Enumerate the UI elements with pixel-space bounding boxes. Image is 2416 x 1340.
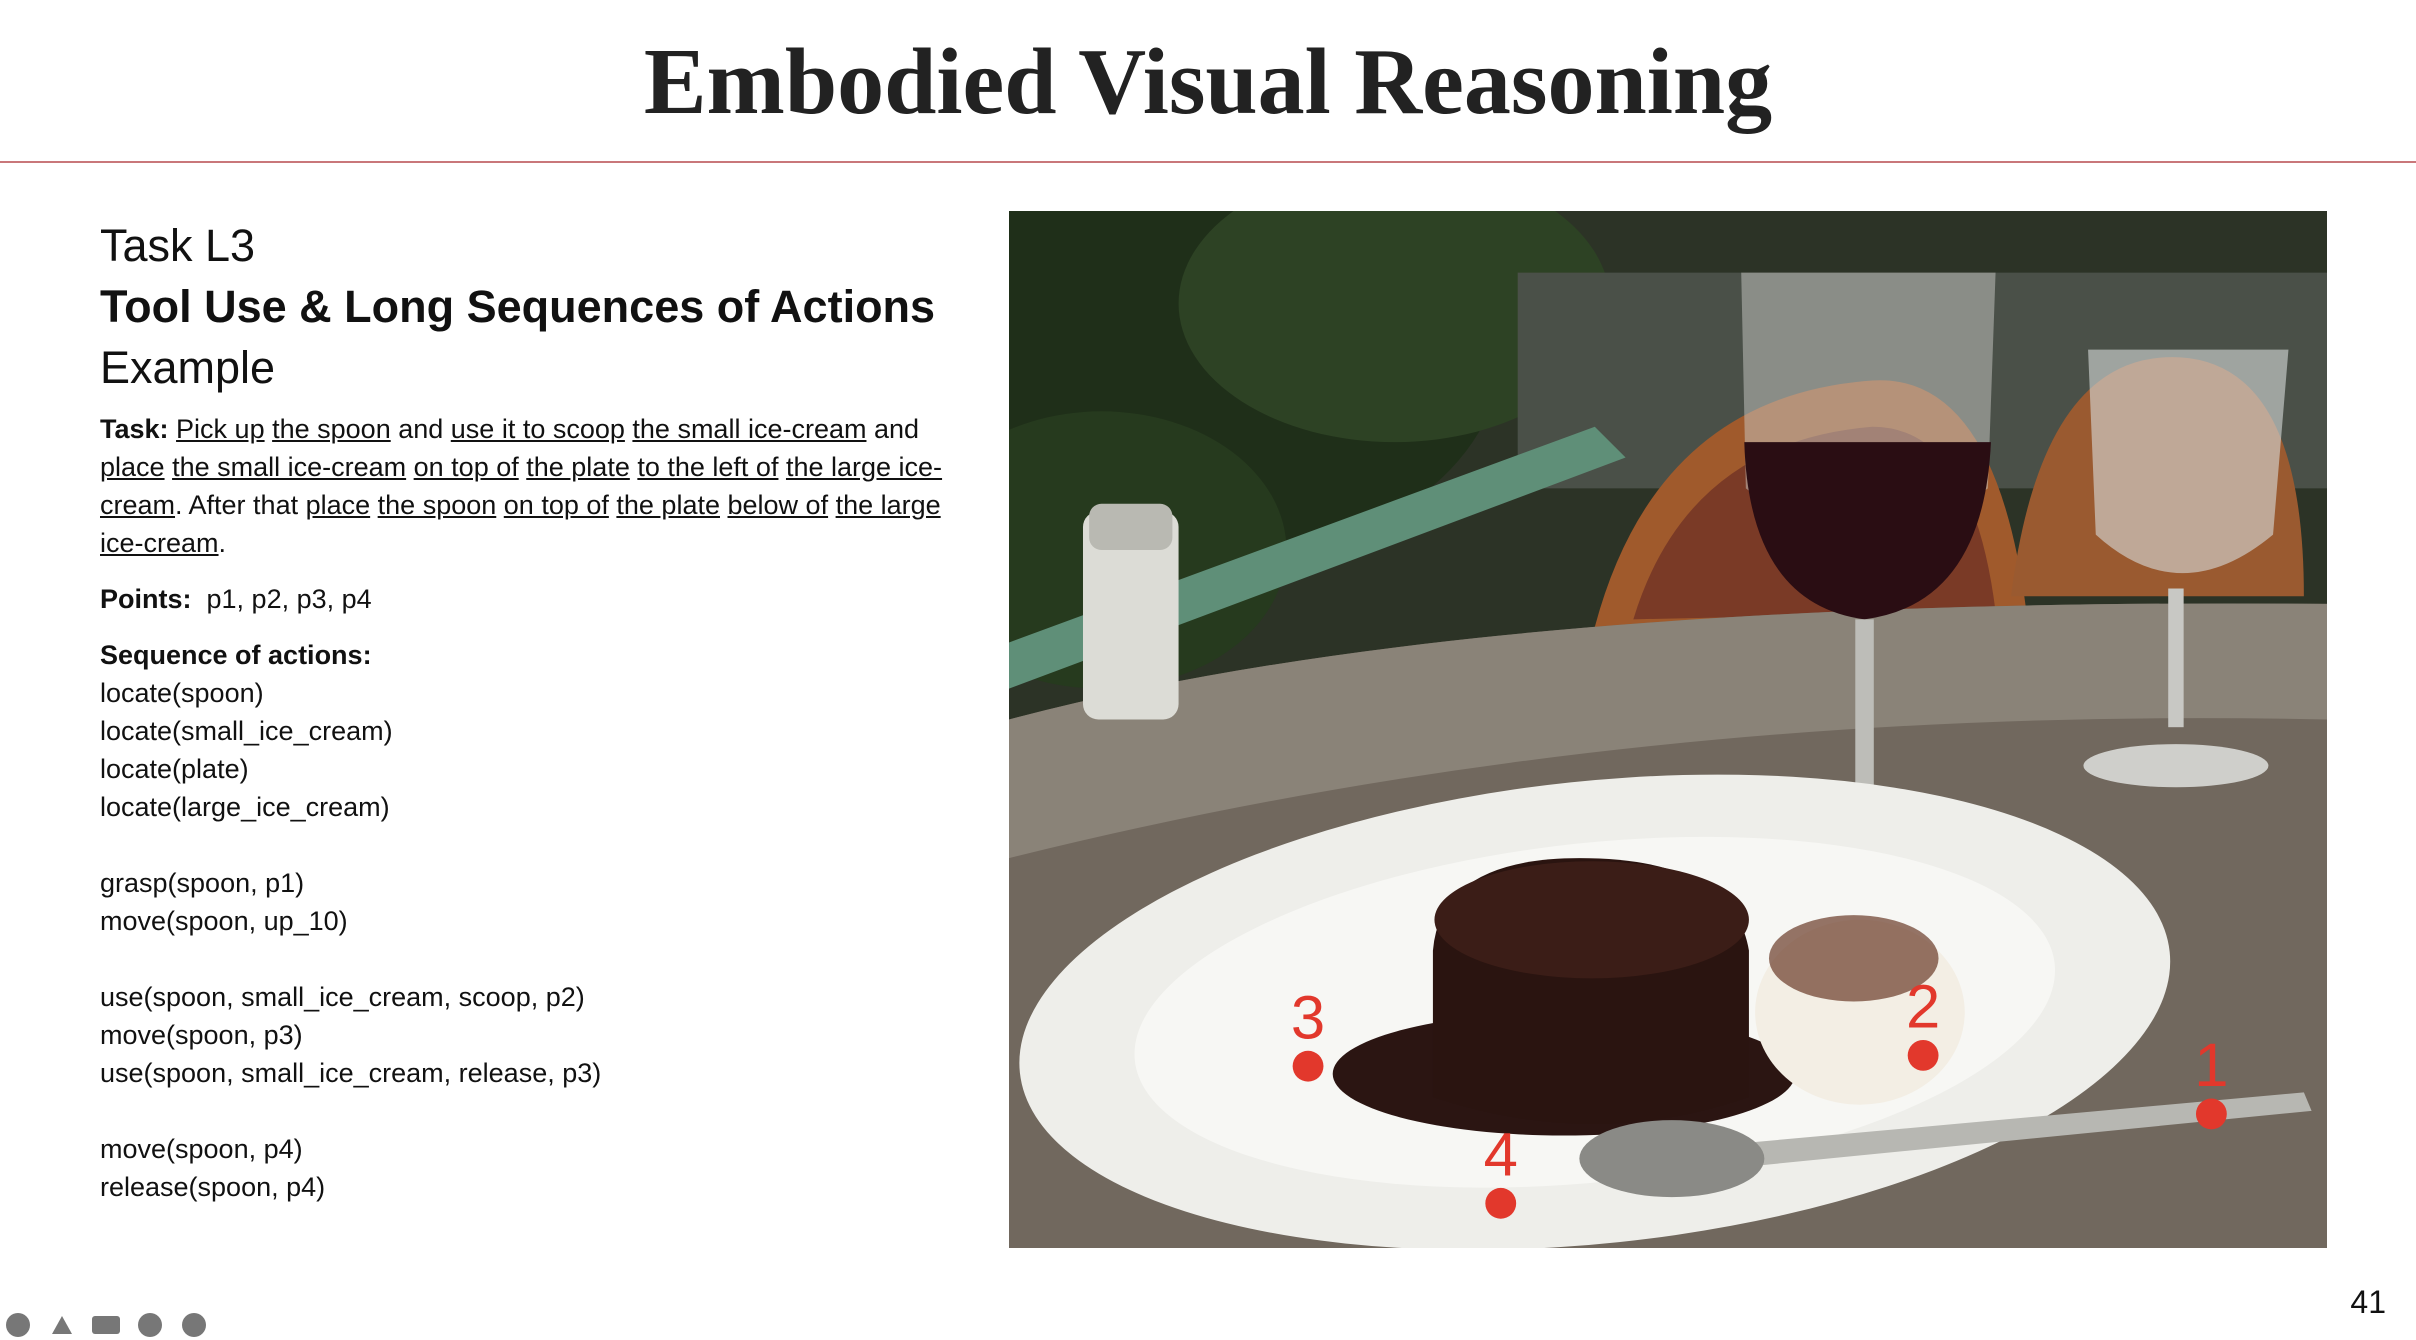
task-phrase: use it to scoop (450, 414, 625, 444)
task-phrase: the small ice-cream (632, 414, 867, 444)
action-line: locate(plate) (100, 754, 249, 784)
task-phrase: place (305, 490, 371, 520)
task-text (828, 490, 836, 520)
slide-title: Embodied Visual Reasoning (643, 30, 1773, 134)
points-line: Points: p1, p2, p3, p4 (100, 580, 980, 618)
action-group: grasp(spoon, p1) move(spoon, up_10) (100, 864, 980, 940)
sequence-label: Sequence of actions: (100, 640, 372, 670)
action-line: grasp(spoon, p1) (100, 868, 305, 898)
page-number: 41 (2350, 1284, 2386, 1320)
action-line: release(spoon, p4) (100, 1172, 326, 1202)
task-phrase: below of (727, 490, 829, 520)
sequence: Sequence of actions: locate(spoon) locate… (100, 636, 980, 1206)
task-subtitle: Tool Use & Long Sequences of Actions (100, 281, 936, 332)
nav-prev[interactable] (6, 1313, 30, 1337)
action-line: locate(large_ice_cream) (100, 792, 390, 822)
task-phrase: the large ice-cream (100, 490, 941, 558)
task-text (778, 452, 786, 482)
task-phrase: the spoon (272, 414, 391, 444)
task-phrase: the small ice-cream (172, 452, 407, 482)
point-label: 3 (1291, 983, 1325, 1052)
task-phrase: Pick up (176, 414, 265, 444)
task-phrase: to the left of (637, 452, 779, 482)
task-phrase: the plate (526, 452, 630, 482)
point-marker (1485, 1187, 1517, 1219)
task-paragraph: Task: Pick up the spoon and use it to sc… (100, 410, 980, 562)
task-text: and (866, 414, 920, 444)
task-text: Task: (100, 414, 169, 444)
task-phrase: the spoon (377, 490, 497, 520)
task-phrase: on top of (503, 490, 609, 520)
task-text (165, 452, 173, 482)
point-marker (1907, 1039, 1939, 1071)
action-line: use(spoon, small_ice_cream, scoop, p2) (100, 982, 585, 1012)
point-label: 1 (2194, 1031, 2228, 1100)
action-line: move(spoon, up_10) (100, 906, 348, 936)
point-marker (1292, 1050, 1324, 1082)
task-text (720, 490, 728, 520)
text-column: Task L3 Tool Use & Long Sequences of Act… (100, 215, 980, 1244)
task-text (265, 414, 273, 444)
points-text: p1, p2, p3, p4 (206, 584, 372, 614)
action-group: move(spoon, p4) release(spoon, p4) (100, 1130, 980, 1206)
task-id: Task L3 (100, 220, 256, 271)
action-group: locate(spoon) locate(small_ice_cream)loca… (100, 674, 980, 826)
action-group: use(spoon, small_ice_cream, scoop, p2) mo… (100, 978, 980, 1092)
task-text (406, 452, 414, 482)
task-phrase: on top of (413, 452, 519, 482)
nav-captions[interactable] (92, 1316, 120, 1334)
action-line: move(spoon, p4) (100, 1134, 303, 1164)
task-text (370, 490, 378, 520)
task-text (169, 414, 177, 444)
action-line: locate(small_ice_cream) (100, 716, 393, 746)
task-phrase: place (100, 452, 165, 482)
title-rule (0, 161, 2416, 163)
point-label: 4 (1484, 1121, 1518, 1190)
nav-pointer[interactable] (52, 1316, 72, 1334)
action-line: move(spoon, p3) (100, 1020, 303, 1050)
nav-next[interactable] (182, 1313, 206, 1337)
task-text: and (390, 414, 451, 444)
task-text: . After that (175, 490, 306, 520)
task-phrase: the large ice-cream (100, 452, 943, 520)
action-line: locate(spoon) (100, 678, 264, 708)
point-label: 2 (1906, 973, 1940, 1042)
photo: 1 2 3 4 (1009, 211, 2327, 1248)
slide-nav (6, 1313, 206, 1337)
nav-menu[interactable] (138, 1313, 162, 1337)
example-heading: Example (100, 342, 276, 393)
action-line: use(spoon, small_ice_cream, release, p3) (100, 1058, 602, 1088)
task-text: . (218, 528, 227, 558)
points-label: Points: (100, 584, 192, 614)
point-marker (2195, 1098, 2227, 1130)
task-phrase: the plate (616, 490, 720, 520)
task-text (496, 490, 504, 520)
